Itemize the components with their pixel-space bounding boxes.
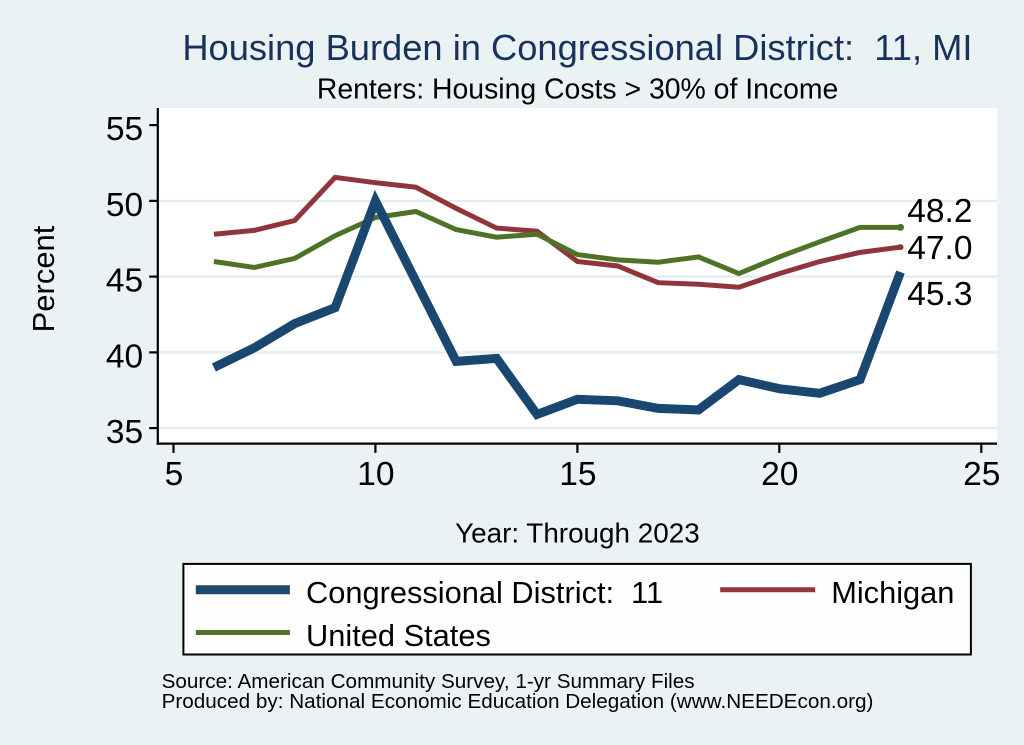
svg-text:47.0: 47.0 <box>907 230 972 267</box>
svg-text:Source: American Community Sur: Source: American Community Survey, 1-yr … <box>162 670 695 693</box>
svg-text:50: 50 <box>106 187 143 224</box>
svg-text:10: 10 <box>357 456 394 493</box>
svg-text:United States: United States <box>306 618 491 653</box>
svg-text:55: 55 <box>106 111 143 148</box>
svg-text:25: 25 <box>963 456 1000 493</box>
svg-text:Year: Through 2023: Year: Through 2023 <box>455 518 700 549</box>
svg-text:20: 20 <box>761 456 798 493</box>
svg-text:15: 15 <box>559 456 596 493</box>
svg-text:5: 5 <box>165 456 184 493</box>
svg-text:45: 45 <box>106 263 143 300</box>
svg-text:40: 40 <box>106 338 143 375</box>
svg-text:Housing Burden in Congressiona: Housing Burden in Congressional District… <box>182 27 972 68</box>
svg-text:48.2: 48.2 <box>907 193 972 230</box>
svg-text:Congressional District: 11: Congressional District: 11 <box>306 575 663 610</box>
svg-text:Michigan: Michigan <box>831 575 954 610</box>
svg-text:Renters: Housing Costs > 30% o: Renters: Housing Costs > 30% of Income <box>317 73 839 105</box>
svg-text:35: 35 <box>106 414 143 451</box>
svg-text:45.3: 45.3 <box>907 276 972 313</box>
svg-text:Produced by: National Economic: Produced by: National Economic Education… <box>162 690 874 713</box>
svg-text:Percent: Percent <box>26 225 61 332</box>
